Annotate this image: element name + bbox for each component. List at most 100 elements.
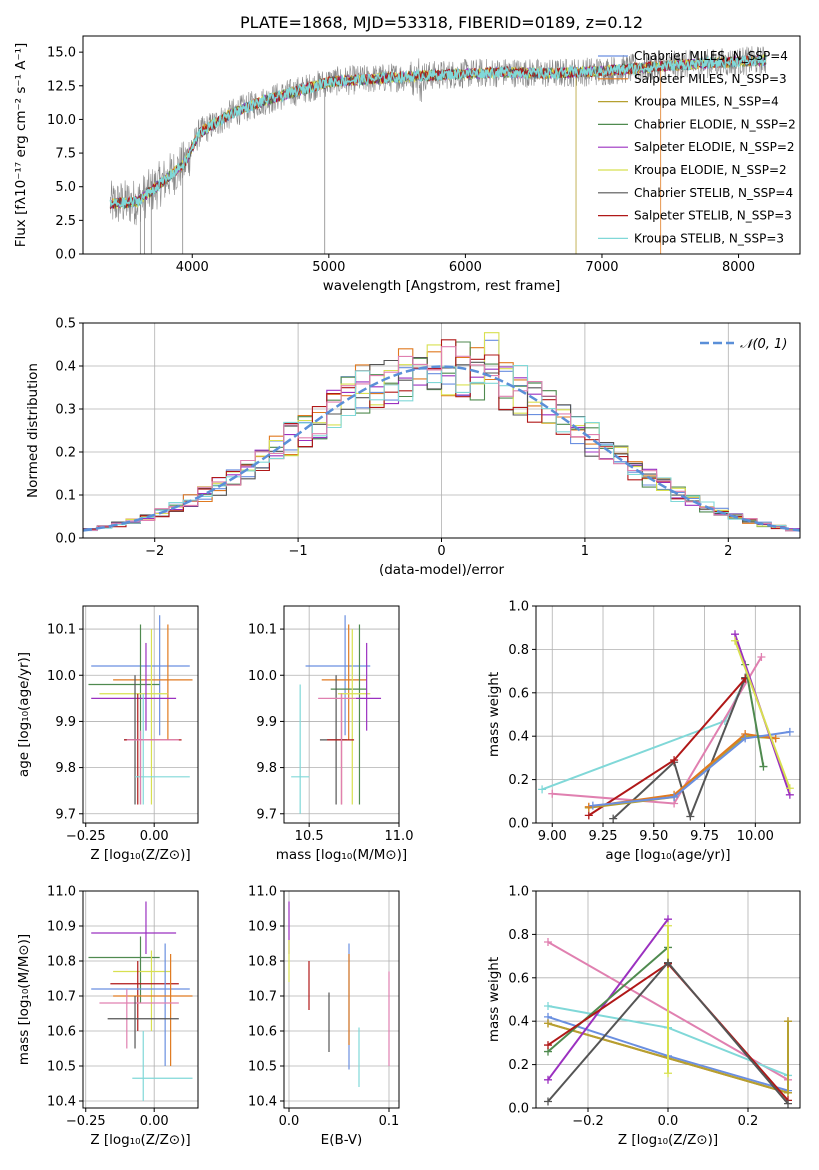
y-tick-label: 10.1 [47,623,76,638]
y-tick-label: 0.2 [508,1058,529,1073]
axes-frame [82,890,199,1109]
y-tick-label: 0.0 [55,248,76,263]
x-axis-label: (data-model)/error [379,562,505,578]
x-tick-label: 10.5 [295,829,324,844]
y-tick-label: 9.8 [55,761,76,776]
y-tick-label: 0.0 [508,1102,529,1117]
mass_vs_ebv-axes: 0.0 0.1 10.4 10.5 10.6 10.7 10.8 10.9 11.0 E(B-V) [248,885,400,1148]
y-tick-label: 10.8 [47,955,76,970]
weight-marker [670,792,679,801]
x-axis-label: Z [log₁₀(Z/Z⊙)] [618,1132,718,1148]
weight-line-chabrier_elodie [744,664,765,767]
weight-line-chabrier_miles [592,730,790,807]
age_vs_z-axes: −0.25 0.00 9.7 9.8 9.9 10.0 10.1 Z [log₁₀(Z/Z⊙)… [16,605,199,863]
weight-marker [664,958,672,967]
weight-marker [538,785,547,794]
x-axis-label: E(B-V) [321,1132,363,1148]
y-tick-label: 10.5 [248,1060,277,1075]
weight-marker [609,814,618,823]
weight-marker [771,734,780,743]
weight-line-chabrier_stelib [612,677,747,820]
axes-frame [283,890,400,1109]
y-tick-label: 0.0 [55,532,76,547]
legend-label: Kroupa STELIB, N_SSP=3 [634,231,784,245]
y-tick-label: 10.0 [248,669,277,684]
y-tick-label: 0.3 [55,403,76,418]
histogram-pink [83,346,800,532]
x-tick-label: 1 [581,544,589,559]
weight-line-kroupa_elodie [734,640,791,789]
x-tick-label: 6000 [449,260,482,275]
weight-marker [664,921,672,930]
y-tick-label: 2.5 [55,214,76,229]
weight-marker [759,762,768,771]
y-tick-label: 10.7 [248,990,277,1005]
x-tick-label: −0.25 [66,829,106,844]
x-tick-label: 8000 [722,260,755,275]
y-tick-label: 10.9 [47,920,76,935]
legend-label: Chabrier STELIB, N_SSP=4 [634,186,793,200]
y-tick-label: 0.2 [508,773,529,788]
y-axis-label: Normed distribution [25,363,41,498]
x-axis-label: Z [log₁₀(Z/Z⊙)] [90,1132,190,1148]
weight-marker [588,801,597,810]
y-axis-label: age [log₁₀(age/yr)] [16,652,32,777]
legend-label: Salpeter STELIB, N_SSP=3 [634,209,792,223]
weight-marker [785,784,794,793]
y-tick-label: 10.6 [248,1025,277,1040]
x-tick-label: −0.2 [572,1114,604,1129]
y-tick-label: 10.8 [248,955,277,970]
x-axis-label: mass [log₁₀(M/M⊙)] [276,847,407,863]
y-tick-label: 10.9 [248,920,277,935]
y-tick-label: 10.0 [47,113,76,128]
x-tick-label: 4000 [176,260,209,275]
y-tick-label: 5.0 [55,180,76,195]
legend-label: Chabrier MILES, N_SSP=4 [634,49,788,63]
x-tick-label: 11.0 [385,829,414,844]
weight-marker [544,937,552,946]
y-tick-label: 7.5 [55,147,76,162]
x-tick-label: 0 [437,544,445,559]
weight-marker [785,727,794,736]
weight-marker [784,1017,792,1026]
x-axis-label: age [log₁₀(age/yr)] [605,847,730,863]
y-tick-label: 0.2 [55,446,76,461]
y-axis-label: Flux [fλ10⁻¹⁷ erg cm⁻² s⁻¹ A⁻¹] [13,43,29,248]
weight-marker [741,734,750,743]
x-tick-label: 0.0 [279,1114,300,1129]
chart-title: PLATE=1868, MJD=53318, FIBERID=0189, z=0… [240,13,643,32]
weight-marker [584,811,593,820]
y-tick-label: 0.0 [508,817,529,832]
x-tick-label: 0.1 [379,1114,400,1129]
weight-marker [544,1019,552,1028]
weight-marker [670,756,679,765]
axes-frame [283,605,400,824]
x-tick-label: 9.25 [589,829,618,844]
y-tick-label: 0.5 [55,317,76,332]
weight-marker [548,789,557,798]
legend-label: Salpeter ELODIE, N_SSP=2 [634,140,795,154]
x-tick-label: 0.00 [140,1114,169,1129]
legend-label: Salpeter MILES, N_SSP=3 [634,72,787,86]
axes-frame [535,890,801,1109]
x-tick-label: 10.00 [737,829,774,844]
legend-label: Kroupa ELODIE, N_SSP=2 [634,163,787,177]
y-tick-label: 0.4 [508,1015,529,1030]
gaussian-curve [82,365,801,532]
y-tick-label: 9.9 [256,715,277,730]
x-tick-label: 9.75 [690,829,719,844]
y-tick-label: 0.4 [55,360,76,375]
y-tick-label: 10.6 [47,1025,76,1040]
weight-marker [686,812,695,821]
y-tick-label: 0.8 [508,928,529,943]
model-line-kroupa_stelib [109,54,767,209]
weight-line-chabrier_elodie [547,946,669,1053]
y-tick-label: 11.0 [47,885,76,900]
x-tick-label: 9.00 [538,829,567,844]
y-tick-label: 10.4 [248,1095,277,1110]
x-tick-label: 5000 [312,260,345,275]
x-tick-label: −1 [289,544,308,559]
y-tick-label: 11.0 [248,885,277,900]
weight-line-pink [552,656,763,805]
y-axis-label: mass [log₁₀(M/M⊙)] [16,934,32,1065]
